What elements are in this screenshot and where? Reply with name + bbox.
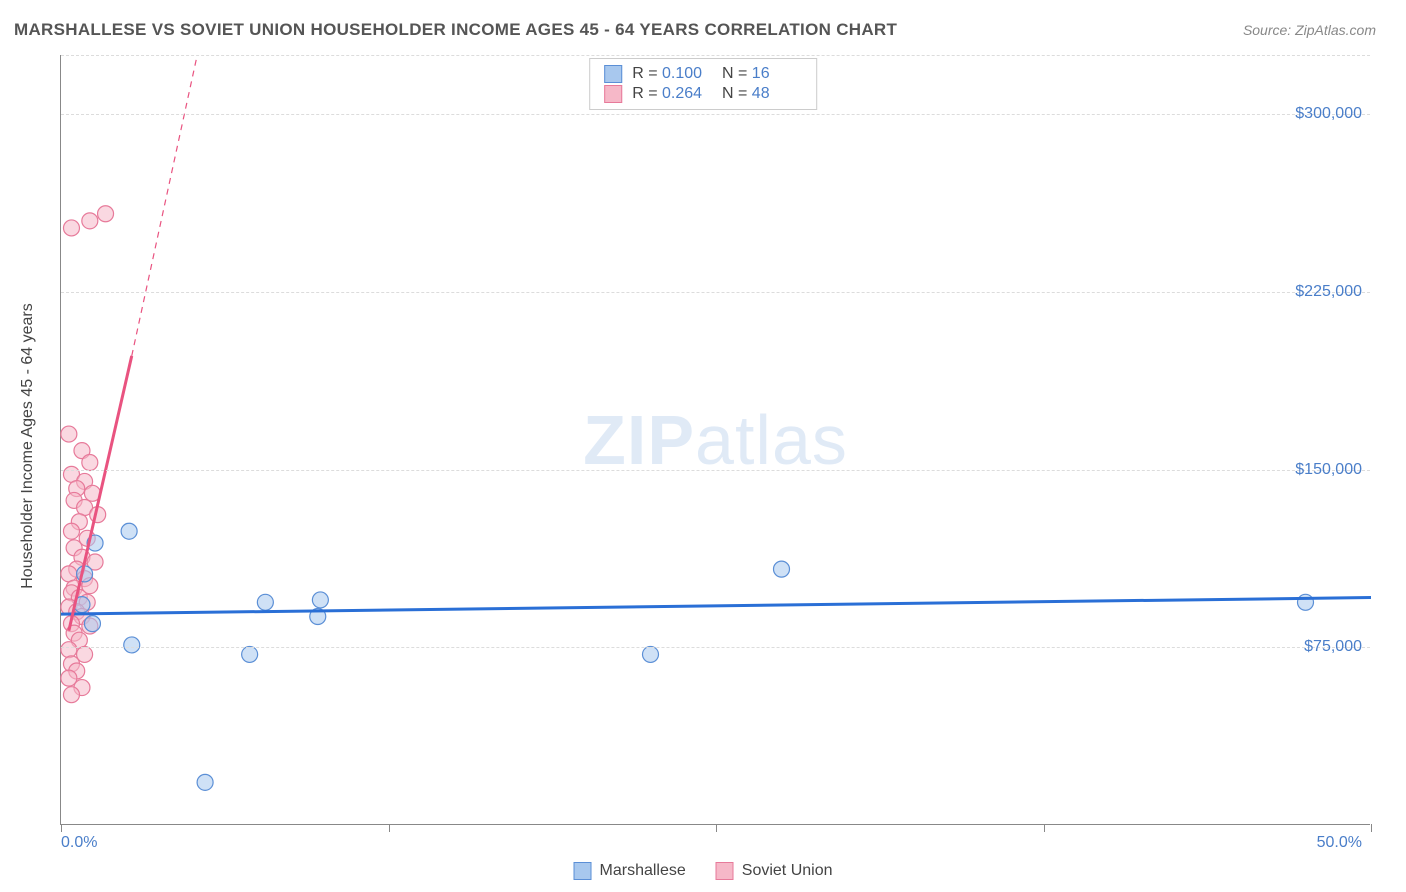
x-axis-tick — [1044, 824, 1045, 832]
scatter-point — [121, 523, 137, 539]
legend-r: R = 0.100 — [632, 65, 712, 83]
gridline-h — [61, 114, 1370, 115]
scatter-point — [643, 646, 659, 662]
scatter-point — [61, 566, 77, 582]
legend-r: R = 0.264 — [632, 85, 712, 103]
gridline-h — [61, 55, 1370, 56]
scatter-point — [61, 426, 77, 442]
y-axis-tick-label: $150,000 — [1295, 461, 1362, 479]
legend-swatch — [716, 862, 734, 880]
plot-area: ZIPatlas 0.0% 50.0% $75,000$150,000$225,… — [60, 55, 1370, 825]
x-axis-tick — [716, 824, 717, 832]
scatter-point — [82, 213, 98, 229]
x-axis-label-max: 50.0% — [1317, 834, 1362, 852]
legend-series-label: Marshallese — [600, 862, 686, 880]
legend-swatch — [574, 862, 592, 880]
scatter-point — [257, 594, 273, 610]
scatter-point — [63, 523, 79, 539]
scatter-point — [63, 220, 79, 236]
legend-series: Marshallese Soviet Union — [574, 862, 833, 880]
legend-swatch — [604, 65, 622, 83]
scatter-point — [312, 592, 328, 608]
scatter-point — [98, 206, 114, 222]
gridline-h — [61, 292, 1370, 293]
legend-n: N = 48 — [722, 85, 802, 103]
source-label: Source: ZipAtlas.com — [1243, 22, 1376, 38]
chart-title: MARSHALLESE VS SOVIET UNION HOUSEHOLDER … — [14, 20, 897, 40]
legend-stats-row: R = 0.264 N = 48 — [604, 85, 802, 103]
scatter-point — [1298, 594, 1314, 610]
gridline-h — [61, 470, 1370, 471]
x-axis-label-min: 0.0% — [61, 834, 97, 852]
scatter-point — [84, 616, 100, 632]
scatter-point — [774, 561, 790, 577]
scatter-point — [124, 637, 140, 653]
correlation-chart: MARSHALLESE VS SOVIET UNION HOUSEHOLDER … — [0, 0, 1406, 892]
x-axis-tick — [389, 824, 390, 832]
scatter-point — [82, 455, 98, 471]
scatter-point — [197, 774, 213, 790]
y-axis-tick-label: $75,000 — [1304, 638, 1362, 656]
y-axis-tick-label: $300,000 — [1295, 105, 1362, 123]
y-axis-title: Householder Income Ages 45 - 64 years — [19, 303, 37, 589]
trend-line-extension — [132, 55, 198, 356]
plot-svg — [61, 55, 1370, 824]
scatter-point — [242, 646, 258, 662]
scatter-point — [63, 687, 79, 703]
legend-stats: R = 0.100 N = 16 R = 0.264 N = 48 — [589, 58, 817, 110]
legend-n: N = 16 — [722, 65, 802, 83]
legend-series-item: Soviet Union — [716, 862, 833, 880]
gridline-h — [61, 647, 1370, 648]
x-axis-tick — [1371, 824, 1372, 832]
legend-series-label: Soviet Union — [742, 862, 833, 880]
legend-series-item: Marshallese — [574, 862, 686, 880]
scatter-point — [61, 642, 77, 658]
y-axis-tick-label: $225,000 — [1295, 283, 1362, 301]
x-axis-tick — [61, 824, 62, 832]
legend-stats-row: R = 0.100 N = 16 — [604, 65, 802, 83]
legend-swatch — [604, 85, 622, 103]
